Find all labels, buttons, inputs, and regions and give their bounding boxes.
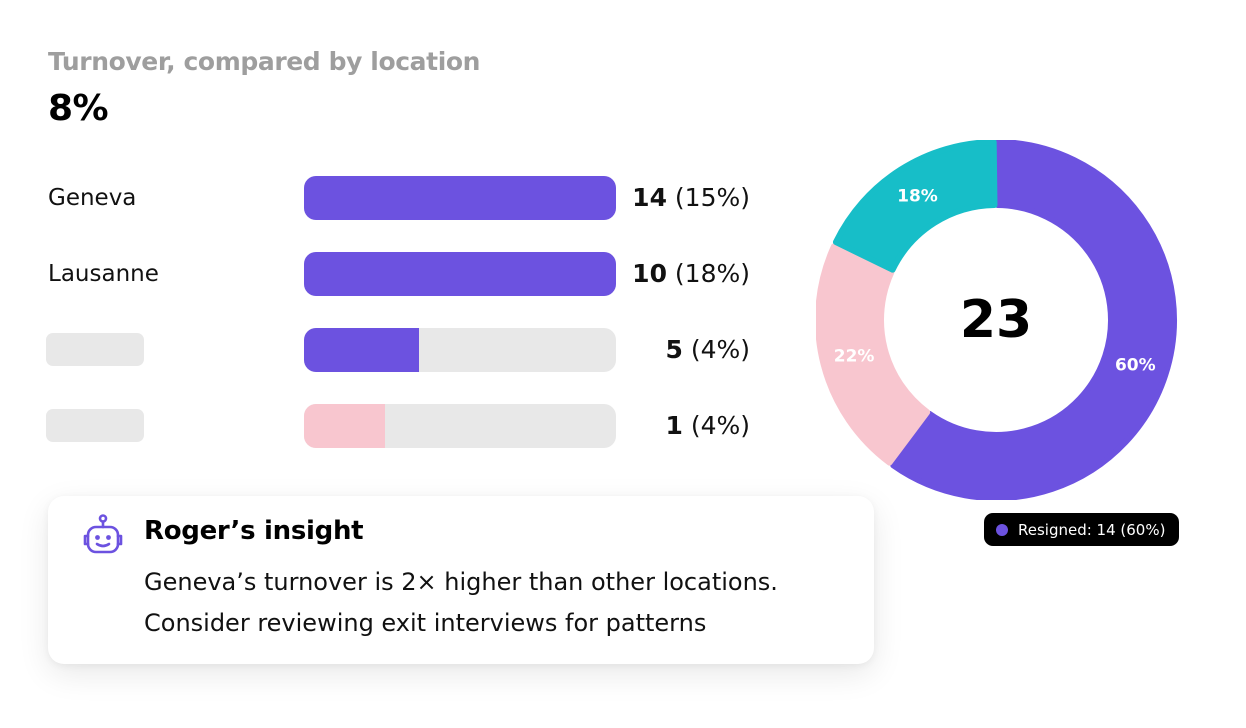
turnover-rate: 8%	[48, 88, 109, 129]
insight-title: Roger’s insight	[144, 516, 364, 546]
insight-text-line-2: Consider reviewing exit interviews for p…	[144, 609, 707, 637]
bar-value-label: 5 (4%)	[665, 328, 750, 372]
chart-title: Turnover, compared by location	[48, 47, 481, 76]
donut-legend: Resigned: 14 (60%)	[984, 513, 1180, 546]
legend-text: Resigned: 14 (60%)	[1018, 520, 1166, 539]
donut-center-total: 23	[960, 290, 1032, 350]
bar-fill	[304, 176, 616, 220]
bar-category-label: Geneva	[48, 185, 137, 211]
bar-label-placeholder	[46, 409, 144, 442]
bar-count: 1	[665, 411, 683, 440]
donut-slice	[816, 243, 931, 466]
bar-value-label: 1 (4%)	[665, 404, 750, 448]
bar-row: 5 (4%)	[0, 328, 780, 372]
bar-track	[304, 252, 616, 296]
bar-value-label: 10 (18%)	[632, 252, 750, 296]
donut-slice-label: 18%	[897, 186, 938, 206]
bar-category-label: Lausanne	[48, 261, 159, 287]
bar-label-placeholder	[46, 333, 144, 366]
donut-slice	[890, 140, 1177, 500]
bar-percent: (4%)	[682, 411, 750, 440]
donut-slice	[832, 140, 998, 273]
legend-dot-icon	[996, 523, 1008, 536]
bar-fill	[304, 404, 386, 448]
bar-track	[304, 404, 616, 448]
insight-card: Roger’s insight Geneva’s turnover is 2× …	[48, 496, 874, 664]
bar-percent: (18%)	[666, 259, 750, 288]
bar-percent: (4%)	[682, 335, 750, 364]
donut-svg: 60% 22% 18% 23	[816, 140, 1177, 500]
turnover-donut-chart: 60% 22% 18% 23	[816, 140, 1178, 500]
donut-slice-label: 22%	[834, 346, 875, 366]
bar-count: 14	[632, 183, 667, 212]
bar-row: Geneva 14 (15%)	[0, 176, 780, 220]
bar-count: 5	[665, 335, 683, 364]
bar-row: Lausanne 10 (18%)	[0, 252, 780, 296]
bar-track	[304, 176, 616, 220]
bar-fill	[304, 252, 616, 296]
bar-value-label: 14 (15%)	[632, 176, 750, 220]
bar-track	[304, 328, 616, 372]
bar-row: 1 (4%)	[0, 404, 780, 448]
robot-icon	[83, 514, 123, 554]
bar-count: 10	[632, 259, 667, 288]
insight-text-line-1: Geneva’s turnover is 2× higher than othe…	[144, 568, 778, 596]
donut-slice-label: 60%	[1115, 355, 1156, 375]
bar-percent: (15%)	[666, 183, 750, 212]
bar-fill	[304, 328, 420, 372]
